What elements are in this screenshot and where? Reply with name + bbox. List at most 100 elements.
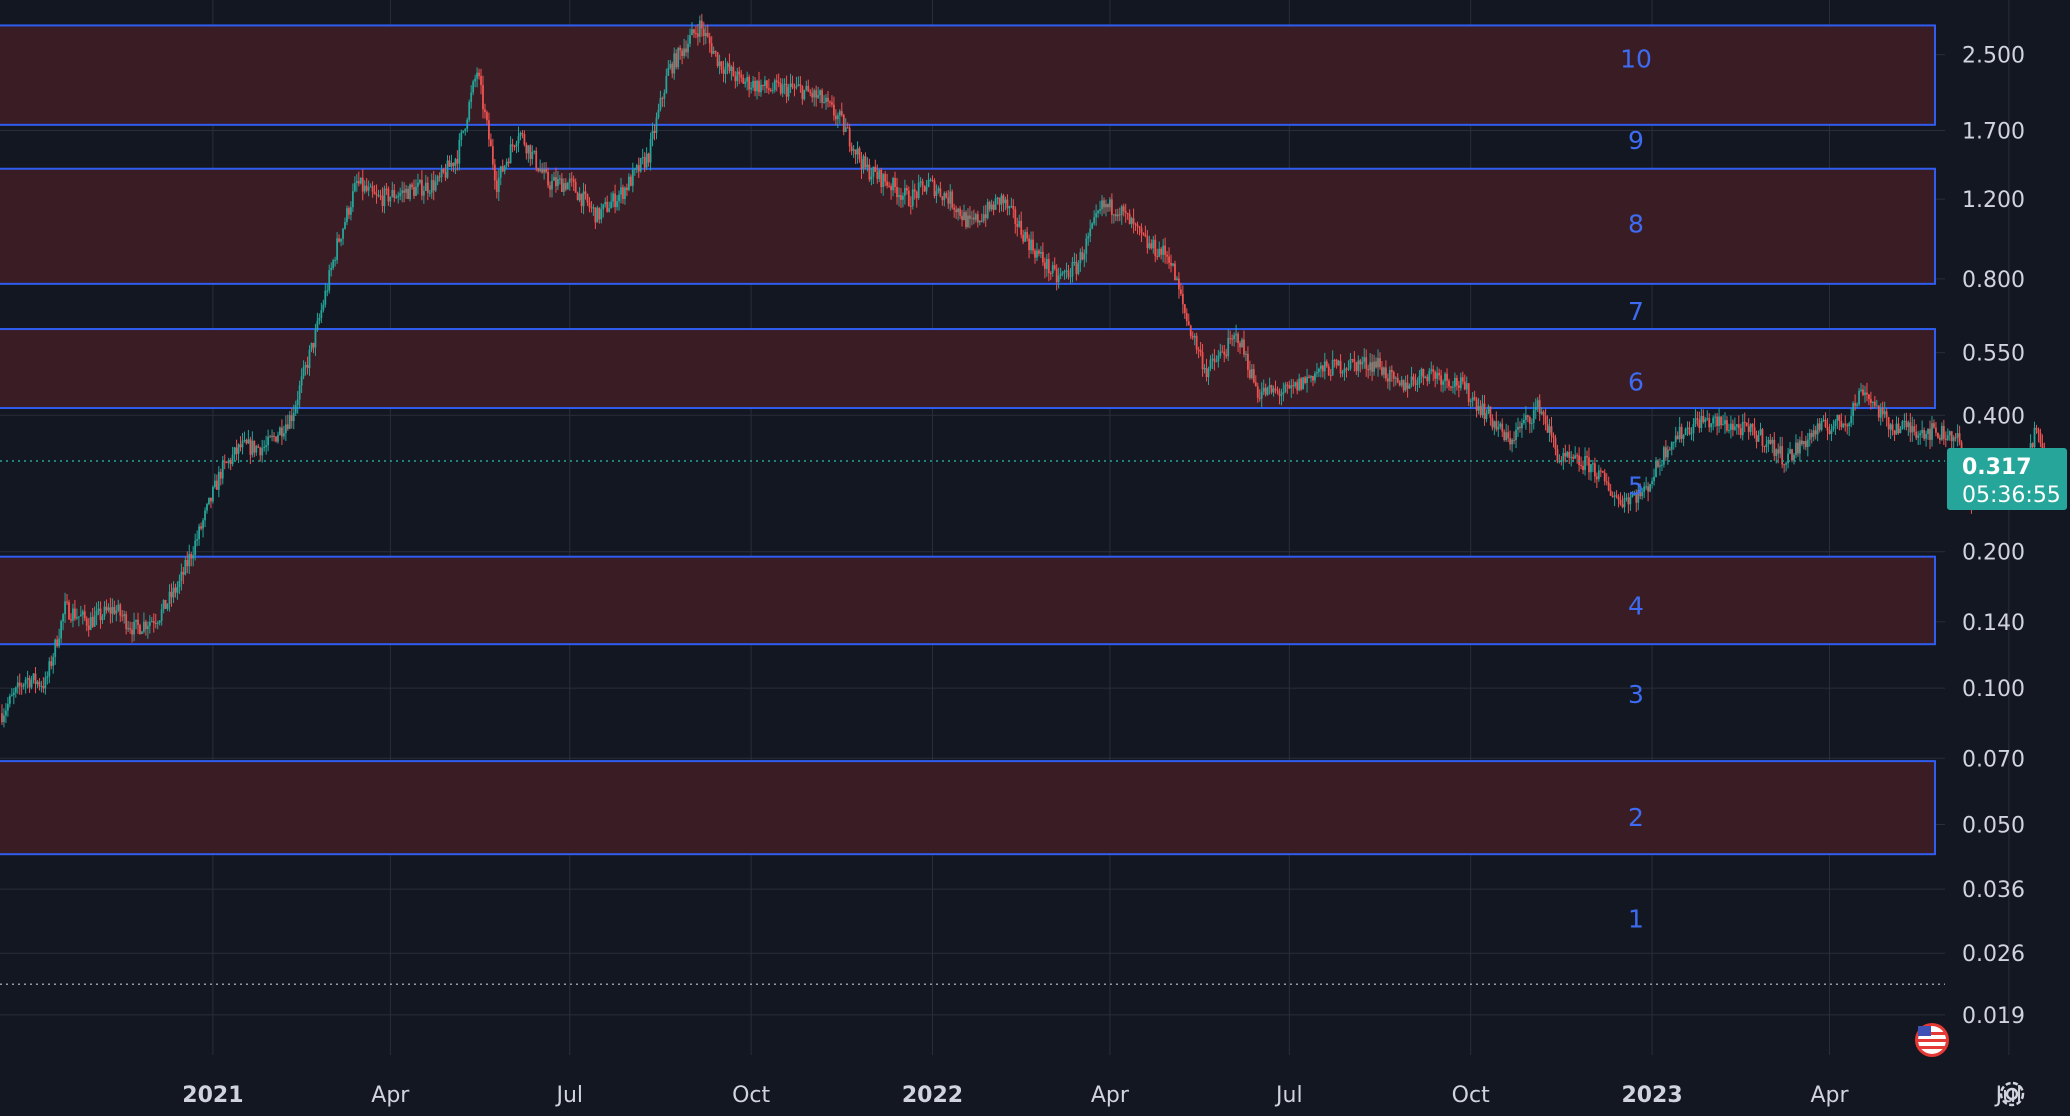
candle-389 <box>767 78 770 95</box>
candle-589 <box>1162 238 1165 263</box>
candle-779 <box>1536 397 1539 412</box>
candle-416 <box>821 88 823 109</box>
candle-667 <box>1316 363 1318 378</box>
candle-62 <box>123 610 126 624</box>
candle-980 <box>1933 419 1935 429</box>
candle-670 <box>1321 364 1324 378</box>
candle-556 <box>1097 209 1099 218</box>
candle-1034 <box>2039 428 2042 448</box>
zone-number-6: 6 <box>1628 367 1644 396</box>
candle-794 <box>1566 450 1569 458</box>
candle-625 <box>1233 332 1236 347</box>
candle-680 <box>1341 370 1344 377</box>
candle-647 <box>1276 386 1279 395</box>
candle-921 <box>1816 418 1819 442</box>
candle-174 <box>344 217 346 230</box>
candle-616 <box>1215 355 1218 363</box>
candle-626 <box>1235 324 1237 343</box>
candle-71 <box>141 630 143 635</box>
candle-807 <box>1592 459 1594 473</box>
candle-819 <box>1615 490 1618 499</box>
candle-95 <box>188 544 191 574</box>
candle-842 <box>1661 459 1663 471</box>
candle-437 <box>862 154 865 174</box>
candle-81 <box>160 603 163 626</box>
candle-698 <box>1377 349 1379 377</box>
candle-953 <box>1879 403 1882 426</box>
us-flag-icon[interactable] <box>1915 1023 1949 1057</box>
candle-526 <box>1038 248 1040 257</box>
gear-icon[interactable] <box>1999 1081 2025 1107</box>
candle-472 <box>931 175 934 183</box>
candle-946 <box>1866 382 1868 402</box>
candle-728 <box>1436 366 1439 385</box>
candle-909 <box>1793 452 1795 465</box>
candle-936 <box>1846 423 1849 435</box>
candle-939 <box>1852 401 1855 426</box>
candle-836 <box>1649 483 1651 493</box>
price-axis[interactable]: 2.500 1.700 1.200 0.800 0.550 0.400 0.200 0.140… <box>1962 44 2025 1029</box>
candle-276 <box>545 162 547 174</box>
candle-417 <box>823 95 825 104</box>
candle-473 <box>933 178 936 199</box>
candle-664 <box>1310 375 1312 383</box>
candle-659 <box>1300 377 1303 392</box>
candle-714 <box>1408 383 1411 389</box>
candle-528 <box>1041 242 1044 267</box>
candle-533 <box>1051 261 1054 277</box>
candle-26 <box>52 652 55 674</box>
candle-753 <box>1485 409 1488 423</box>
candle-366 <box>722 60 725 83</box>
candle-147 <box>290 407 293 429</box>
candle-128 <box>253 440 256 458</box>
candle-717 <box>1414 373 1417 392</box>
candle-531 <box>1047 252 1050 282</box>
candle-427 <box>842 113 845 136</box>
candle-20 <box>40 680 43 693</box>
candle-241 <box>476 67 478 88</box>
candle-338 <box>667 60 670 76</box>
candle-316 <box>624 186 626 205</box>
candle-541 <box>1067 264 1070 280</box>
y-tick-label-10: 0.050 <box>1962 814 2025 839</box>
candle-192 <box>379 189 382 201</box>
candle-706 <box>1392 370 1395 387</box>
candle-31 <box>62 612 64 631</box>
candle-862 <box>1700 408 1703 433</box>
candle-945 <box>1864 385 1866 403</box>
candle-869 <box>1714 413 1717 427</box>
candle-871 <box>1718 408 1720 433</box>
candle-487 <box>961 209 963 227</box>
candle-136 <box>269 434 271 438</box>
candle-59 <box>117 599 120 613</box>
candle-300 <box>592 204 595 216</box>
candle-905 <box>1785 461 1788 472</box>
candle-621 <box>1225 348 1228 359</box>
candle-185 <box>365 178 368 193</box>
candle-265 <box>523 130 526 147</box>
candle-1032 <box>2035 424 2038 434</box>
candle-182 <box>359 177 362 185</box>
candle-781 <box>1540 407 1543 416</box>
candle-788 <box>1554 434 1557 456</box>
candle-747 <box>1473 390 1476 401</box>
candle-550 <box>1085 233 1088 263</box>
candle-384 <box>758 71 760 97</box>
candle-607 <box>1197 346 1200 359</box>
candle-318 <box>627 173 630 192</box>
time-axis[interactable]: 2021 Apr Jul Oct 2022 Apr Jul Oct 2023 Apr Jul <box>182 1083 2022 1108</box>
candle-534 <box>1053 257 1056 271</box>
candle-116 <box>229 457 232 471</box>
candle-360 <box>710 36 713 57</box>
candle-961 <box>1895 416 1898 435</box>
candle-30 <box>60 619 63 644</box>
candle-123 <box>243 431 246 443</box>
candle-987 <box>1946 428 1949 441</box>
y-tick-label-8: 0.100 <box>1962 677 2025 702</box>
candle-99 <box>196 530 199 547</box>
candle-898 <box>1771 436 1774 454</box>
candle-228 <box>450 154 453 172</box>
candle-564 <box>1112 214 1115 224</box>
candle-355 <box>700 13 703 37</box>
